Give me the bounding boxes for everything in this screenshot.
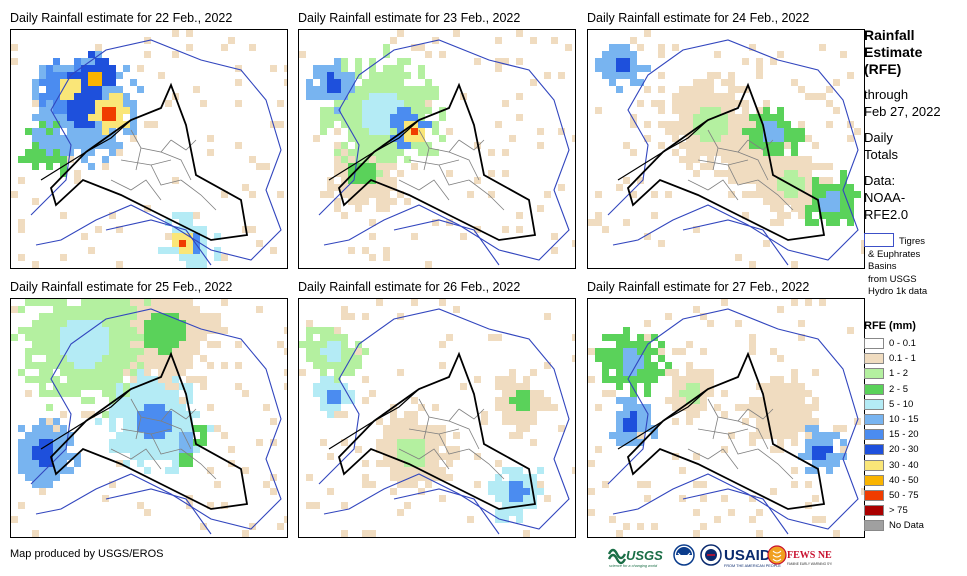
map-panel-3 bbox=[587, 29, 865, 269]
map-panel-4 bbox=[10, 298, 288, 538]
legend-label: No Data bbox=[889, 520, 924, 532]
fews-net-logo: FEWS NET FAMINE EARLY WARNING SYSTEMS NE… bbox=[767, 545, 860, 566]
legend-swatch bbox=[864, 520, 884, 532]
legend-title: RFE (mm) bbox=[864, 320, 916, 332]
daily-totals-label: Daily Totals bbox=[864, 130, 898, 162]
map-credit: Map produced by USGS/EROS bbox=[10, 548, 164, 560]
legend-label: 15 - 20 bbox=[889, 429, 919, 441]
basins-note: Tigres & Euphrates Basins from USGS Hydr… bbox=[868, 236, 928, 297]
map-panel-1 bbox=[10, 29, 288, 269]
panel-title-4: Daily Rainfall estimate for 25 Feb., 202… bbox=[10, 280, 233, 294]
legend-swatch bbox=[864, 459, 884, 471]
legend-swatch bbox=[864, 505, 884, 517]
data-source-label: Data: NOAA- RFE2.0 bbox=[864, 173, 909, 222]
legend-swatch bbox=[864, 338, 884, 349]
legend-label: 0 - 0.1 bbox=[889, 338, 916, 349]
logo-strip: USGS science for a changing world USAID … bbox=[607, 543, 860, 569]
legend-label: 20 - 30 bbox=[889, 444, 919, 456]
legend-label: 40 - 50 bbox=[889, 474, 919, 486]
legend-swatch bbox=[864, 383, 884, 395]
legend-swatch bbox=[864, 474, 884, 486]
svg-text:USAID: USAID bbox=[724, 547, 771, 564]
basin-outline-swatch bbox=[864, 233, 894, 247]
legend-swatch bbox=[864, 429, 884, 441]
panel-title-2: Daily Rainfall estimate for 23 Feb., 202… bbox=[298, 11, 521, 25]
legend-swatch bbox=[864, 444, 884, 456]
legend-label: 10 - 15 bbox=[889, 414, 919, 425]
panel-title-6: Daily Rainfall estimate for 27 Feb., 202… bbox=[587, 280, 810, 294]
legend-swatch bbox=[864, 368, 884, 380]
usgs-logo: USGS science for a changing world bbox=[607, 548, 663, 568]
legend-label: > 75 bbox=[889, 505, 908, 517]
panel-title-1: Daily Rainfall estimate for 22 Feb., 202… bbox=[10, 11, 233, 25]
svg-text:FAMINE EARLY WARNING SYSTEMS N: FAMINE EARLY WARNING SYSTEMS NETWORK bbox=[787, 562, 832, 566]
legend-swatch bbox=[864, 398, 884, 410]
legend-label: 30 - 40 bbox=[889, 459, 919, 471]
legend-label: 50 - 75 bbox=[889, 490, 919, 501]
through-date: through Feb 27, 2022 bbox=[864, 87, 941, 119]
rfe-heading: Rainfall Estimate (RFE) bbox=[864, 27, 923, 77]
legend-swatch bbox=[864, 353, 884, 365]
legend-swatch bbox=[864, 490, 884, 501]
map-panel-5 bbox=[298, 298, 576, 538]
legend-label: 5 - 10 bbox=[889, 398, 914, 410]
panel-title-5: Daily Rainfall estimate for 26 Feb., 202… bbox=[298, 280, 521, 294]
svg-text:FROM THE AMERICAN PEOPLE: FROM THE AMERICAN PEOPLE bbox=[724, 564, 781, 568]
panel-title-3: Daily Rainfall estimate for 24 Feb., 202… bbox=[587, 11, 810, 25]
usaid-logo: USAID FROM THE AMERICAN PEOPLE bbox=[700, 544, 781, 568]
map-panel-6 bbox=[587, 298, 865, 538]
noaa-logo-icon bbox=[673, 544, 695, 566]
legend-label: 2 - 5 bbox=[889, 383, 909, 395]
legend-label: 0.1 - 1 bbox=[889, 353, 916, 365]
svg-text:science for a changing world: science for a changing world bbox=[609, 564, 658, 568]
svg-text:USGS: USGS bbox=[626, 548, 663, 563]
svg-text:FEWS NET: FEWS NET bbox=[787, 550, 832, 561]
legend-swatch bbox=[864, 414, 884, 425]
map-panel-2 bbox=[298, 29, 576, 269]
legend-label: 1 - 2 bbox=[889, 368, 909, 380]
